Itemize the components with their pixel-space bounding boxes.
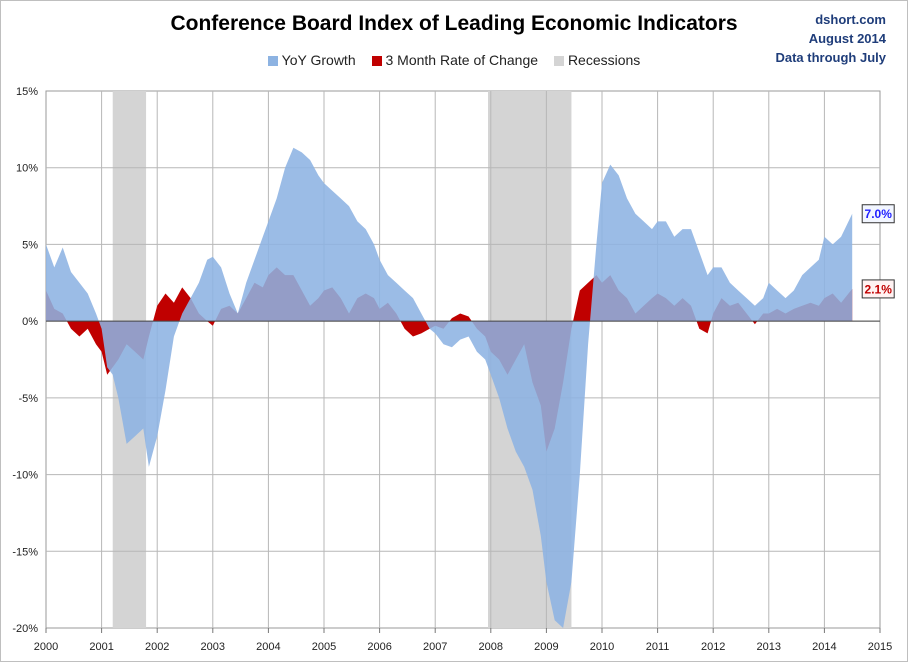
legend-item-recessions: Recessions xyxy=(553,52,641,68)
callout-label-1: 2.1% xyxy=(865,282,893,296)
source-date: August 2014 xyxy=(808,31,886,46)
y-tick-label-0: 0% xyxy=(22,316,38,328)
chart-legend: YoY Growth 3 Month Rate of Change Recess… xyxy=(0,52,908,68)
legend-label-recessions: Recessions xyxy=(567,52,641,68)
x-tick-label-2013: 2013 xyxy=(757,641,781,653)
y-tick-label-15: 15% xyxy=(16,86,38,98)
callout-label-0: 7.0% xyxy=(865,207,893,221)
y-tick-label-10: 10% xyxy=(16,163,38,175)
chart-title: Conference Board Index of Leading Econom… xyxy=(170,12,738,35)
source-site: dshort.com xyxy=(815,12,886,27)
x-tick-label-2000: 2000 xyxy=(34,641,58,653)
x-tick-label-2002: 2002 xyxy=(145,641,169,653)
x-tick-label-2004: 2004 xyxy=(256,641,280,653)
source-block: dshort.com August 2014 Data through July xyxy=(775,10,886,67)
x-tick-label-2001: 2001 xyxy=(89,641,113,653)
x-tick-label-2003: 2003 xyxy=(201,641,225,653)
x-tick-label-2015: 2015 xyxy=(868,641,892,653)
x-tick-label-2010: 2010 xyxy=(590,641,614,653)
legend-item-3month: 3 Month Rate of Change xyxy=(371,52,539,68)
callout-box-1 xyxy=(861,279,895,299)
legend-item-yoy: YoY Growth xyxy=(267,52,356,68)
plot-area xyxy=(45,90,881,629)
x-tick-label-2009: 2009 xyxy=(534,641,558,653)
y-tick-label--20: -20% xyxy=(12,623,38,635)
x-tick-label-2007: 2007 xyxy=(423,641,447,653)
x-tick-label-2006: 2006 xyxy=(367,641,391,653)
x-tick-label-2012: 2012 xyxy=(701,641,725,653)
x-tick-label-2014: 2014 xyxy=(812,641,836,653)
source-note: Data through July xyxy=(775,50,886,65)
y-tick-label-5: 5% xyxy=(22,239,38,251)
callout-box-0 xyxy=(861,204,895,224)
x-tick-label-2008: 2008 xyxy=(479,641,503,653)
y-tick-label--15: -15% xyxy=(12,546,38,558)
legend-swatch-recessions xyxy=(553,56,564,66)
series-area-yoy xyxy=(46,147,853,629)
y-tick-label--10: -10% xyxy=(12,470,38,482)
x-tick-label-2011: 2011 xyxy=(646,641,670,653)
x-tick-label-2005: 2005 xyxy=(312,641,336,653)
legend-label-3month: 3 Month Rate of Change xyxy=(385,52,539,68)
y-tick-label--5: -5% xyxy=(18,393,38,405)
legend-swatch-yoy xyxy=(267,56,278,66)
legend-label-yoy: YoY Growth xyxy=(281,52,356,68)
legend-swatch-3month xyxy=(371,56,382,66)
